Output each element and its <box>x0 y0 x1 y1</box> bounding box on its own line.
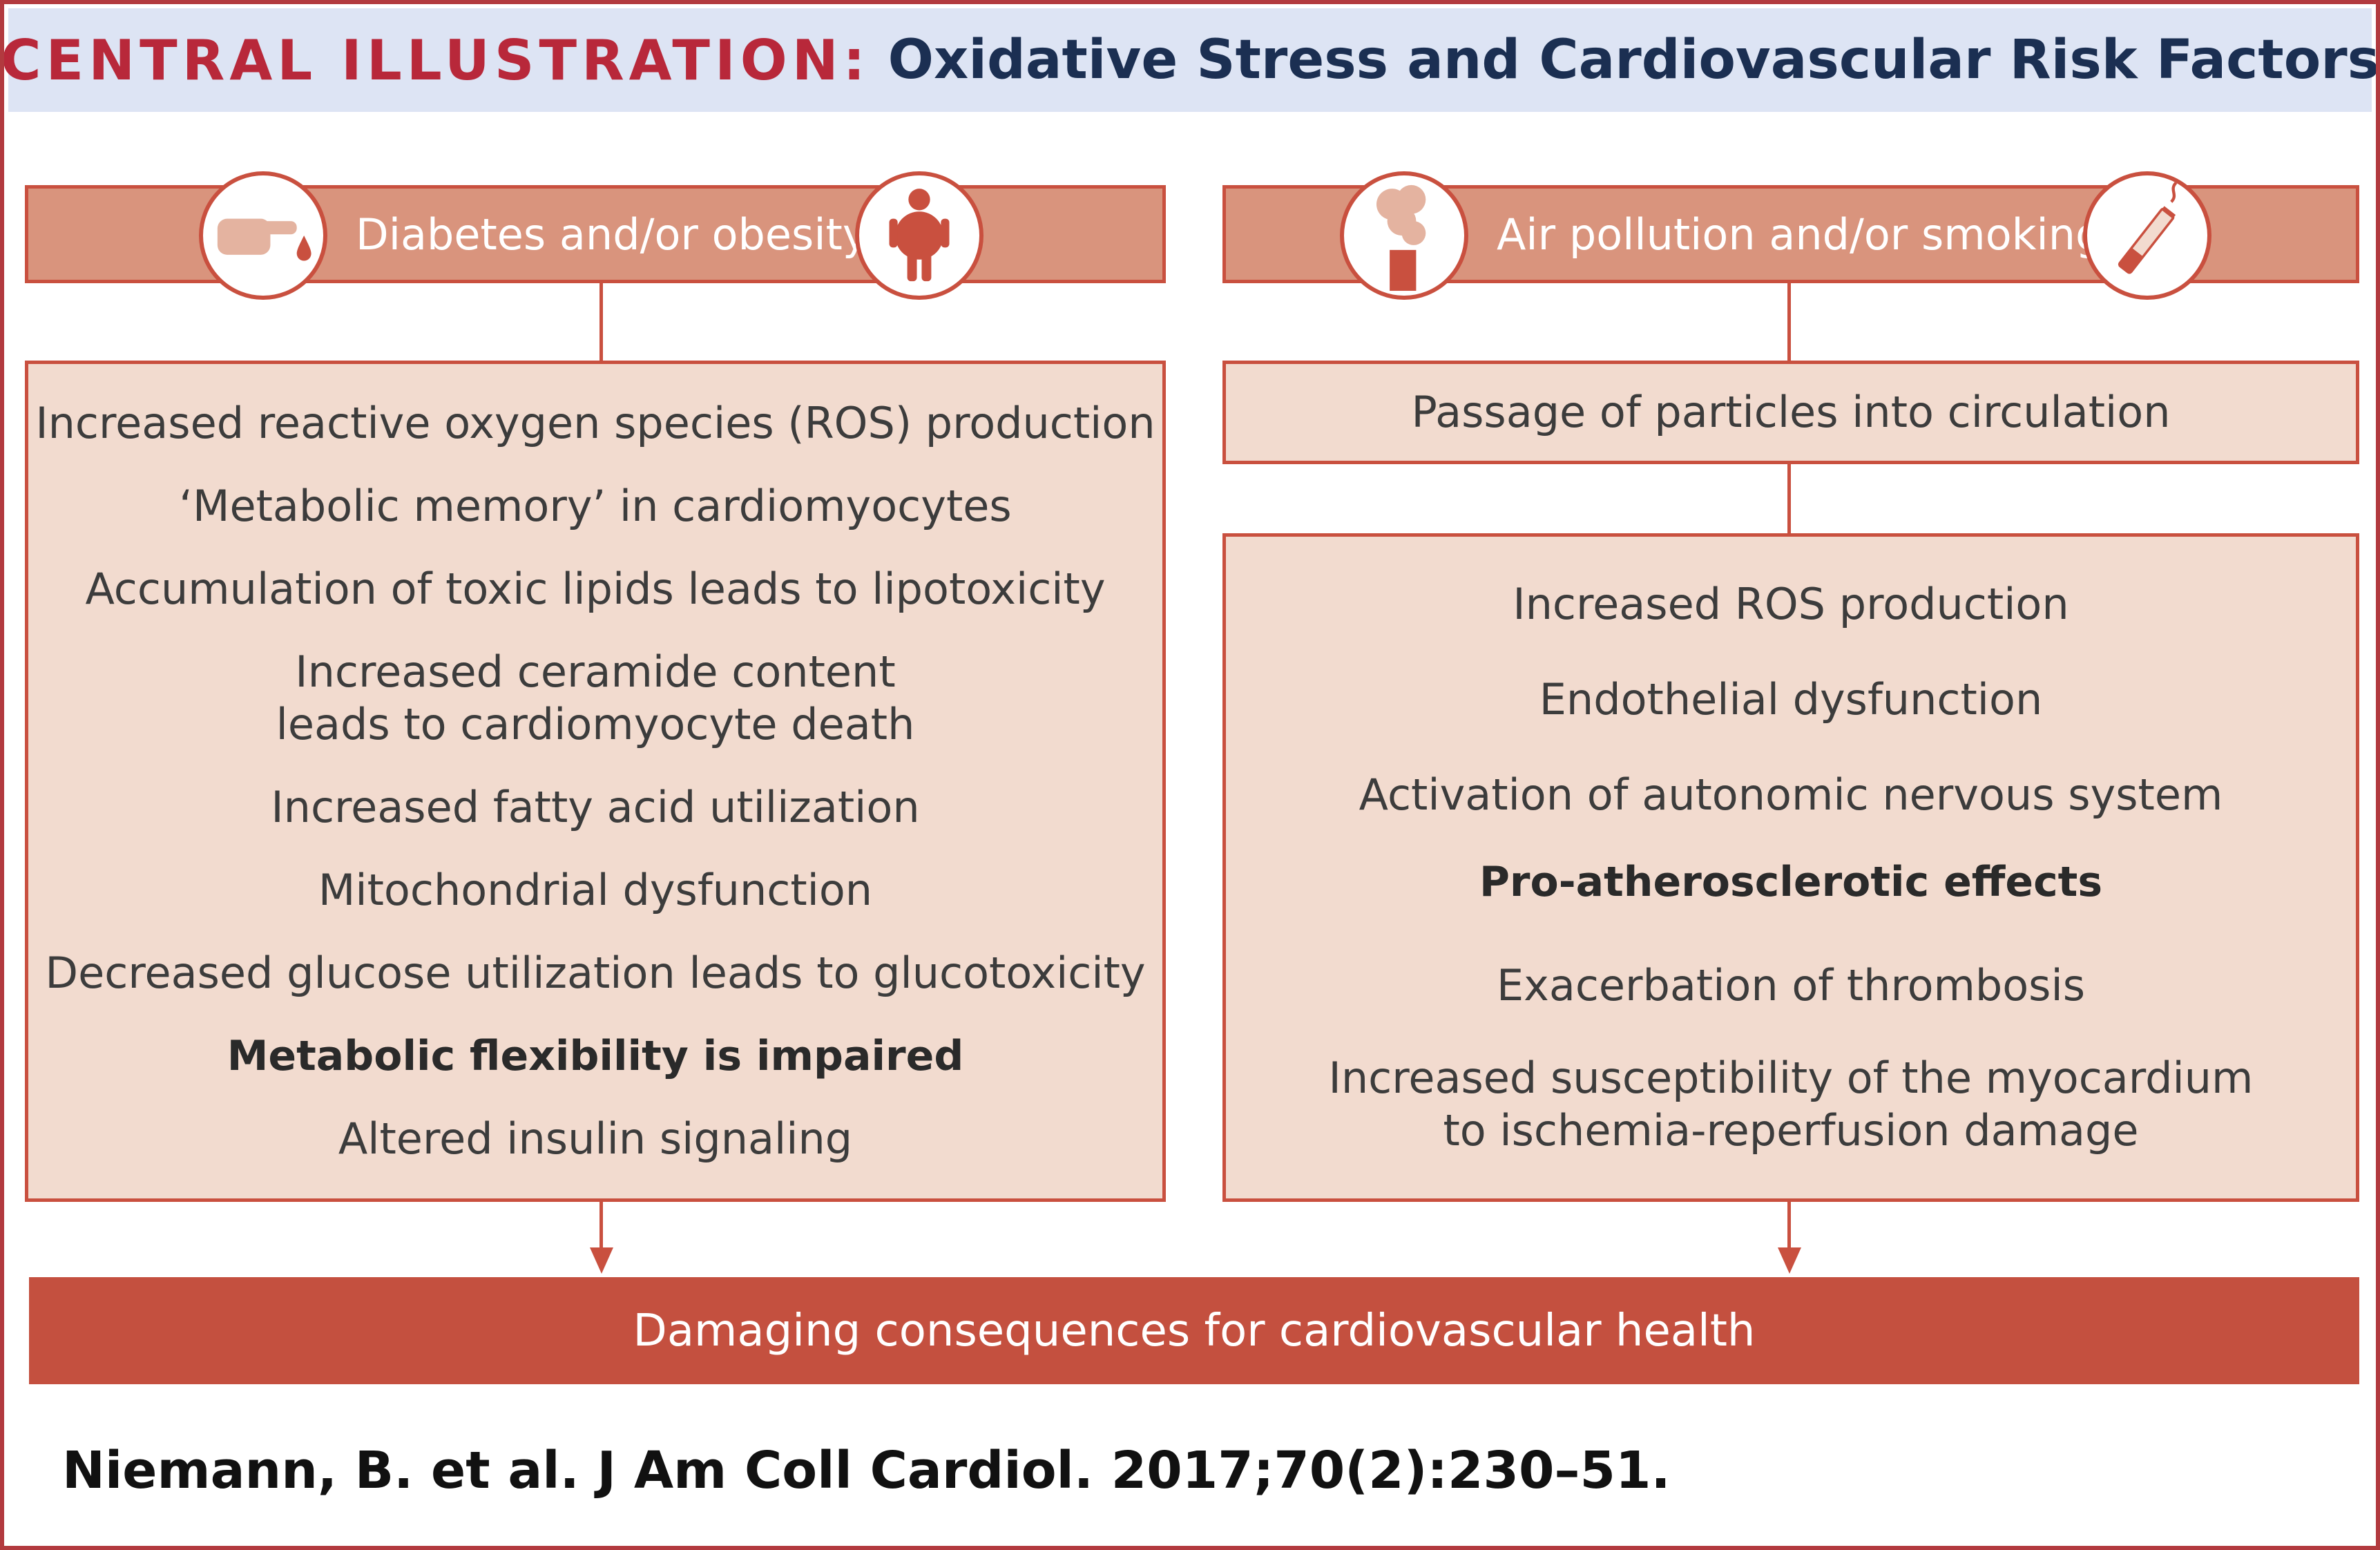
page-title: Oxidative Stress and Cardiovascular Risk… <box>887 29 2380 91</box>
right-header-label: Air pollution and/or smoking <box>1497 209 2103 260</box>
finger-blood-drop-icon <box>199 171 327 300</box>
right-item-emphasis: Pro-atherosclerotic effects <box>1479 858 2103 906</box>
outcome-bar: Damaging consequences for cardiovascular… <box>29 1277 2359 1384</box>
left-header-bar: Diabetes and/or obesity <box>25 185 1166 283</box>
left-arrowhead <box>590 1247 613 1274</box>
title-prefix: CENTRAL ILLUSTRATION: <box>0 28 870 93</box>
right-item: Increased ROS production <box>1513 579 2069 629</box>
passage-label: Passage of particles into circulation <box>1411 387 2171 437</box>
right-arrowhead <box>1778 1247 1801 1274</box>
left-connector-line <box>599 283 603 362</box>
right-connector-line-mid <box>1787 464 1791 535</box>
right-item: Increased susceptibility of the myocardi… <box>1328 1053 2254 1156</box>
left-arrow-line <box>599 1202 603 1247</box>
right-item: Endothelial dysfunction <box>1539 674 2043 725</box>
passage-box: Passage of particles into circulation <box>1222 361 2359 464</box>
right-arrow-line <box>1787 1202 1791 1247</box>
obese-person-icon <box>855 171 983 300</box>
left-item: Increased fatty acid utilization <box>271 782 920 832</box>
citation: Niemann, B. et al. J Am Coll Cardiol. 20… <box>62 1441 1671 1500</box>
left-item: Decreased glucose utilization leads to g… <box>45 948 1146 998</box>
right-item: Exacerbation of thrombosis <box>1496 960 2086 1011</box>
outcome-label: Damaging consequences for cardiovascular… <box>633 1305 1756 1357</box>
right-item: Activation of autonomic nervous system <box>1359 769 2223 820</box>
left-item: ‘Metabolic memory’ in cardiomyocytes <box>179 481 1012 531</box>
smokestack-icon <box>1340 171 1468 300</box>
left-item: Increased ceramide content leads to card… <box>276 647 915 749</box>
left-header-label: Diabetes and/or obesity <box>356 209 868 260</box>
title-bar: CENTRAL ILLUSTRATION: Oxidative Stress a… <box>4 8 2376 112</box>
left-item: Accumulation of toxic lipids leads to li… <box>85 564 1106 614</box>
left-item: Mitochondrial dysfunction <box>318 865 873 915</box>
cigarette-icon <box>2083 171 2211 300</box>
left-item: Increased reactive oxygen species (ROS) … <box>35 398 1155 448</box>
right-connector-line-top <box>1787 283 1791 362</box>
right-effects-box: Increased ROS production Endothelial dys… <box>1222 533 2359 1202</box>
left-item-emphasis: Metabolic flexibility is impaired <box>227 1032 964 1080</box>
left-item: Altered insulin signaling <box>338 1113 853 1164</box>
left-effects-box: Increased reactive oxygen species (ROS) … <box>25 361 1166 1202</box>
